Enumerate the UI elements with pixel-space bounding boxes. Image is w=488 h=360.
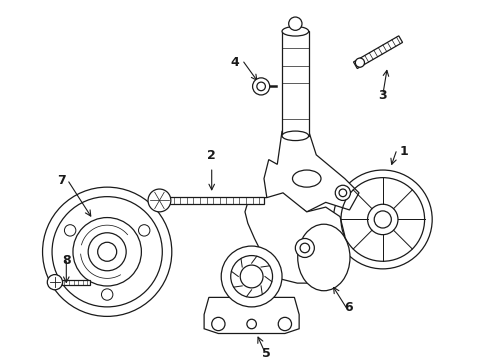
- Circle shape: [338, 189, 346, 197]
- Circle shape: [252, 78, 269, 95]
- Polygon shape: [282, 31, 308, 136]
- Text: 8: 8: [62, 254, 70, 267]
- Ellipse shape: [297, 224, 349, 291]
- Circle shape: [148, 189, 170, 212]
- Ellipse shape: [282, 131, 308, 140]
- Polygon shape: [168, 197, 264, 204]
- Polygon shape: [244, 193, 344, 283]
- Circle shape: [367, 204, 397, 235]
- Polygon shape: [264, 131, 358, 212]
- Circle shape: [211, 318, 224, 330]
- Circle shape: [373, 211, 390, 228]
- Circle shape: [246, 319, 256, 329]
- Text: 2: 2: [207, 149, 216, 162]
- Circle shape: [230, 256, 272, 297]
- Circle shape: [47, 275, 62, 290]
- Circle shape: [42, 187, 171, 316]
- Text: 6: 6: [344, 301, 352, 315]
- Circle shape: [240, 265, 263, 288]
- Text: 5: 5: [261, 347, 270, 360]
- Circle shape: [295, 238, 314, 257]
- Circle shape: [98, 242, 117, 261]
- Circle shape: [64, 225, 76, 236]
- Circle shape: [355, 58, 364, 67]
- Circle shape: [138, 225, 150, 236]
- Circle shape: [221, 246, 282, 307]
- Polygon shape: [353, 36, 402, 68]
- Ellipse shape: [292, 170, 320, 187]
- Text: 3: 3: [378, 89, 386, 102]
- Circle shape: [333, 170, 431, 269]
- Circle shape: [73, 217, 141, 286]
- Text: 7: 7: [57, 174, 66, 187]
- Polygon shape: [203, 297, 299, 333]
- Polygon shape: [61, 280, 90, 284]
- Circle shape: [335, 185, 350, 201]
- Circle shape: [88, 233, 126, 271]
- Text: 1: 1: [399, 145, 408, 158]
- Circle shape: [278, 318, 291, 330]
- Ellipse shape: [282, 27, 308, 36]
- Circle shape: [300, 243, 309, 253]
- Circle shape: [288, 17, 302, 30]
- Circle shape: [256, 82, 265, 91]
- Circle shape: [102, 289, 113, 300]
- Text: 4: 4: [230, 56, 239, 69]
